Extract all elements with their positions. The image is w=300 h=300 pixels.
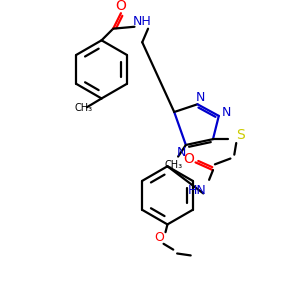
Text: O: O (116, 0, 126, 14)
Text: O: O (154, 232, 164, 244)
Text: HN: HN (188, 184, 207, 197)
Text: O: O (183, 152, 194, 167)
Text: N: N (176, 146, 186, 159)
Text: NH: NH (133, 15, 152, 28)
Text: N: N (222, 106, 231, 119)
Text: CH₃: CH₃ (74, 103, 92, 113)
Text: N: N (196, 91, 205, 104)
Text: S: S (236, 128, 244, 142)
Text: CH₃: CH₃ (164, 160, 182, 170)
